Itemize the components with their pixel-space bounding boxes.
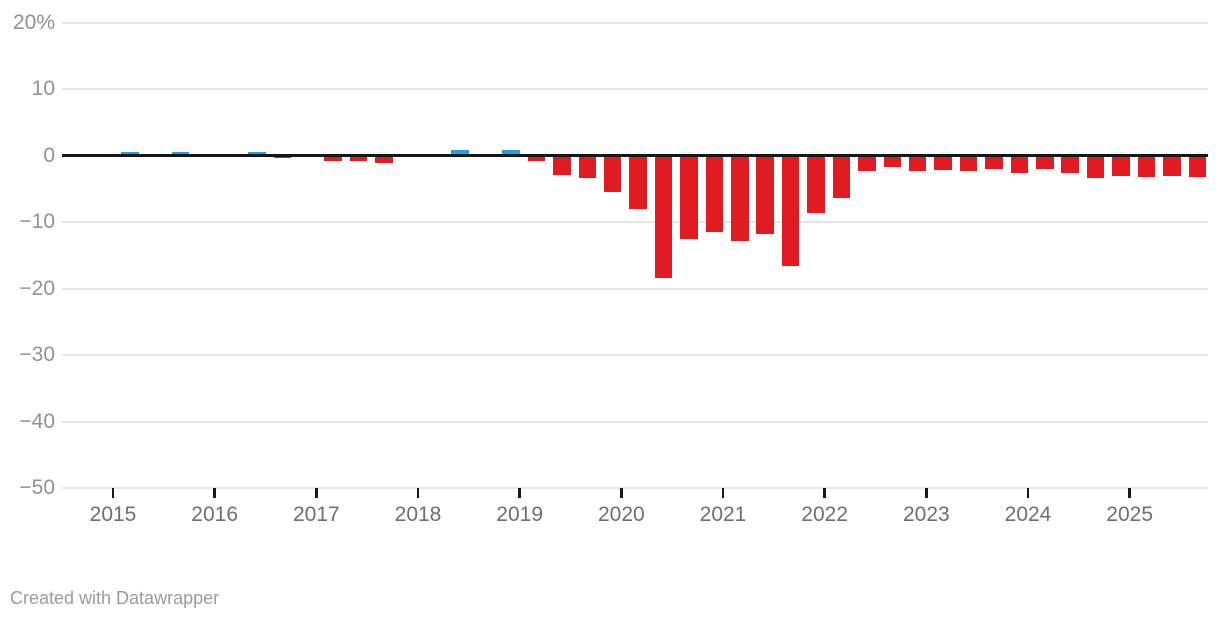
gridline--40: [62, 420, 1208, 423]
bar-2025-q1: [1137, 155, 1156, 177]
bar-2019-q4: [603, 155, 622, 193]
attribution: Created with Datawrapper: [10, 586, 219, 610]
zero-baseline: [62, 154, 1208, 157]
x-axis-tick-2025: [1128, 488, 1131, 498]
bar-2022-q2: [858, 155, 876, 172]
x-axis-label-2018: 2018: [394, 503, 442, 526]
bar-2018-q4: [502, 150, 520, 156]
bar-2024-q1: [1036, 155, 1054, 169]
bar-2023-q3: [985, 155, 1003, 169]
x-axis-label-2019: 2019: [496, 503, 544, 526]
bar-2015-q3: [171, 152, 190, 156]
gridline--20: [62, 287, 1208, 290]
bar-2017-q3: [375, 155, 393, 164]
y-axis-label-20: 20%: [12, 10, 55, 34]
bar-2025-q2: [1163, 155, 1181, 177]
bar-2020-q2: [654, 155, 673, 278]
x-axis-label-2020: 2020: [597, 503, 645, 526]
bar-2020-q3: [680, 155, 698, 240]
bar-2022-q3: [883, 155, 901, 167]
bar-2019-q2: [553, 155, 571, 175]
x-axis-label-2024: 2024: [1004, 503, 1052, 526]
bar-2025-q3: [1188, 155, 1206, 178]
bar-2018-q2: [451, 149, 469, 156]
bar-2024-q3: [1086, 155, 1105, 179]
bar-2015-q1: [121, 152, 139, 156]
x-axis-tick-2023: [925, 488, 928, 498]
bar-2024-q4: [1112, 155, 1130, 177]
bar-2020-q1: [629, 155, 647, 210]
y-axis-label--40: −40: [19, 409, 55, 433]
gridline--50: [62, 487, 1208, 489]
gridline--10: [62, 221, 1208, 223]
bar-2023-q2: [959, 155, 978, 172]
y-axis-label-10: 10: [31, 77, 55, 100]
x-axis-tick-2018: [416, 488, 420, 498]
gridline--30: [62, 354, 1208, 356]
x-axis-label-2021: 2021: [699, 503, 747, 526]
x-axis-tick-2024: [1026, 488, 1030, 498]
y-axis-label--30: −30: [19, 343, 55, 366]
x-axis-tick-2016: [213, 488, 216, 498]
x-axis-label-2017: 2017: [292, 503, 340, 526]
bar-2022-q4: [908, 155, 927, 172]
y-axis-label-0: 0: [43, 143, 55, 167]
x-axis-tick-2017: [315, 488, 318, 498]
bar-2019-q1: [527, 155, 546, 161]
x-axis-label-2025: 2025: [1106, 503, 1154, 526]
bar-2023-q1: [934, 155, 952, 171]
x-axis-label-2023: 2023: [902, 503, 950, 526]
bar-2016-q2: [248, 152, 266, 156]
y-axis-label--10: −10: [19, 210, 55, 233]
x-axis-label-2016: 2016: [191, 503, 239, 526]
x-axis-tick-2022: [823, 488, 826, 498]
bar-2017-q2: [349, 155, 368, 162]
bar-2024-q2: [1061, 155, 1079, 174]
gridline-10: [62, 88, 1208, 90]
x-axis-tick-2015: [111, 488, 115, 498]
bar-2021-q1: [731, 155, 749, 241]
bar-2023-q4: [1010, 155, 1029, 174]
gridline-20: [62, 21, 1208, 24]
x-axis-tick-2021: [721, 488, 725, 498]
bar-2019-q3: [578, 155, 596, 179]
bar-2021-q3: [781, 155, 800, 266]
bar-2022-q1: [832, 155, 851, 199]
credit-text: Created with Datawrapper: [10, 588, 220, 608]
x-axis-label-2022: 2022: [801, 503, 849, 526]
x-axis-tick-2020: [620, 488, 623, 498]
bar-2021-q4: [807, 155, 825, 213]
bar-2021-q2: [756, 155, 774, 234]
y-axis-label--20: −20: [19, 276, 55, 300]
bar-2017-q1: [324, 155, 342, 162]
y-axis-label--50: −50: [19, 476, 55, 499]
bar-2016-q3: [273, 155, 291, 159]
x-axis-tick-2019: [518, 488, 521, 498]
bar-2020-q4: [705, 155, 724, 232]
x-axis-label-2015: 2015: [89, 503, 137, 526]
